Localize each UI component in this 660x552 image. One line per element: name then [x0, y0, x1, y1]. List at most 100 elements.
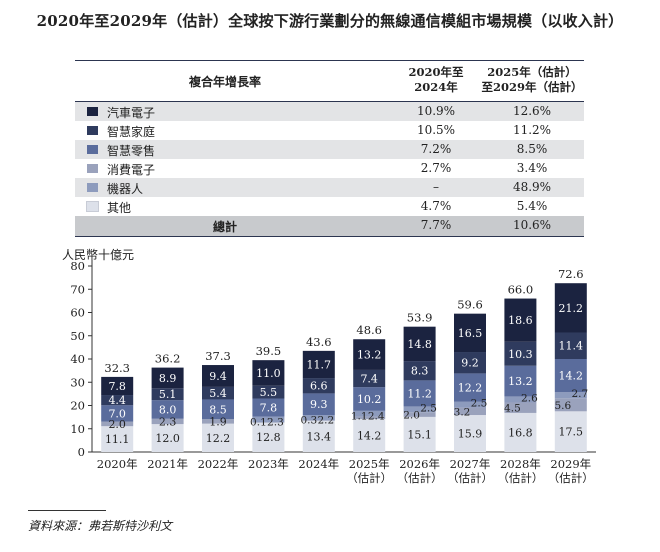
bar-segment	[252, 385, 285, 399]
cagr-header-period-2-line2: 至2029年（估計）	[481, 80, 583, 94]
y-tick-label: 30	[70, 375, 85, 389]
data-label: 14.8	[407, 338, 432, 351]
data-label: 4.5	[504, 403, 521, 415]
y-tick-label: 60	[70, 306, 85, 320]
data-label: 10.3	[508, 348, 533, 361]
x-tick-label: 2024年	[298, 457, 339, 471]
bar-segment	[202, 419, 234, 424]
cagr-row-value-2: 11.2%	[512, 123, 552, 137]
bar-segment	[101, 376, 134, 396]
data-label: 0.1	[250, 416, 267, 428]
cagr-row-value-1: 10.9%	[416, 104, 456, 118]
x-tick-label: 2028年	[500, 457, 541, 471]
data-label: 2.3	[159, 415, 177, 428]
cagr-row-value-1: 7.2%	[420, 142, 452, 156]
bar-segment	[151, 418, 184, 425]
y-tick-label: 0	[78, 445, 85, 459]
bar-segment	[403, 380, 436, 407]
bar-segment	[353, 410, 386, 417]
cagr-header-label: 複合年增長率	[188, 75, 261, 89]
data-label: 2.0	[403, 410, 420, 422]
data-label: 2.0	[108, 418, 126, 431]
bar-total-label: 66.0	[508, 283, 534, 297]
data-label: 8.0	[159, 403, 177, 416]
bar-segment	[554, 392, 587, 399]
bar-segment	[151, 388, 184, 401]
cagr-row: 其他 4.7% 5.4%	[75, 197, 584, 216]
bar-total-label: 39.5	[256, 344, 282, 358]
bar-segment	[252, 422, 285, 423]
cagr-row-value-1: –	[433, 180, 439, 194]
data-label: 7.8	[108, 380, 126, 393]
bar-segment	[504, 412, 537, 452]
data-label: 9.3	[310, 398, 328, 411]
bar-segment	[252, 398, 285, 417]
data-label: 11.2	[407, 387, 432, 400]
bar-segment	[151, 400, 184, 419]
bar-total-label: 48.6	[356, 323, 382, 337]
data-label: 7.4	[360, 373, 378, 386]
bar-segment	[151, 424, 184, 452]
x-tick-label: （估計）	[397, 471, 443, 485]
legend-swatch	[87, 107, 98, 116]
bar-segment	[454, 415, 486, 452]
data-label: 11.7	[307, 358, 332, 371]
y-tick-label: 70	[70, 282, 85, 296]
x-tick-label: 2021年	[147, 457, 188, 471]
data-label: 2.4	[368, 411, 385, 423]
bar-total-label: 37.3	[205, 349, 231, 363]
cagr-row-label: 機器人	[107, 182, 144, 196]
bar-total-label: 32.3	[104, 361, 130, 375]
bar-segment	[101, 405, 134, 422]
bar-segment	[353, 369, 386, 388]
data-label: 12.2	[458, 382, 483, 395]
data-label: 9.4	[209, 370, 227, 383]
bar-segment	[202, 399, 234, 420]
cagr-row: 智慧家庭 10.5% 11.2%	[75, 121, 584, 140]
data-label: 11.1	[105, 433, 130, 446]
data-label: 8.9	[159, 372, 177, 385]
bar-segment	[302, 393, 335, 416]
y-tick-label: 20	[70, 399, 85, 413]
x-tick-label: （估計）	[497, 471, 543, 485]
bar-segment	[302, 378, 335, 394]
cagr-row-value-1: 10.5%	[416, 123, 456, 137]
cagr-table: 複合年增長率 2020年至 2024年 2025年（估計） 至2029年（估計）…	[75, 60, 584, 237]
data-label: 11.0	[256, 367, 281, 380]
data-label: 14.2	[357, 429, 382, 442]
bar-segment	[403, 412, 436, 417]
bar-segment	[454, 401, 486, 408]
bar-segment	[252, 422, 285, 452]
data-label: 12.2	[206, 432, 231, 445]
bar-segment	[202, 365, 234, 387]
data-label: 6.6	[310, 380, 328, 393]
legend-swatch	[87, 183, 98, 192]
data-label: 17.5	[559, 426, 584, 439]
bar-segment	[403, 361, 436, 381]
data-label: 2.5	[471, 398, 488, 410]
data-label: 5.6	[554, 400, 571, 412]
data-label: 11.4	[559, 340, 584, 353]
cagr-header-period-1: 2020年至 2024年	[393, 65, 479, 95]
cagr-row: 消費電子 2.7% 3.4%	[75, 159, 584, 178]
cagr-header-period-1-line2: 2024年	[414, 80, 458, 94]
data-label: 2.7	[571, 388, 588, 400]
data-label: 15.1	[407, 428, 432, 441]
data-label: 9.2	[461, 357, 479, 370]
data-label: 1.1	[351, 411, 368, 423]
bar-total-label: 59.6	[457, 298, 483, 312]
x-tick-label: 2027年	[450, 457, 491, 471]
bar-segment	[454, 373, 486, 402]
cagr-row: 智慧零售 7.2% 8.5%	[75, 140, 584, 159]
legend-swatch	[87, 145, 98, 154]
cagr-row-label: 汽車電子	[107, 106, 156, 120]
cagr-total-value-2: 10.6%	[512, 218, 552, 232]
data-label: 8.3	[411, 365, 429, 378]
cagr-row: 汽車電子 10.9% 12.6%	[75, 102, 584, 121]
data-label: 7.0	[108, 407, 126, 420]
data-label: 21.2	[559, 302, 584, 315]
data-label: 2.5	[420, 402, 437, 414]
data-label: 4.4	[108, 394, 126, 407]
cagr-row: 機器人 – 48.9%	[75, 178, 584, 197]
